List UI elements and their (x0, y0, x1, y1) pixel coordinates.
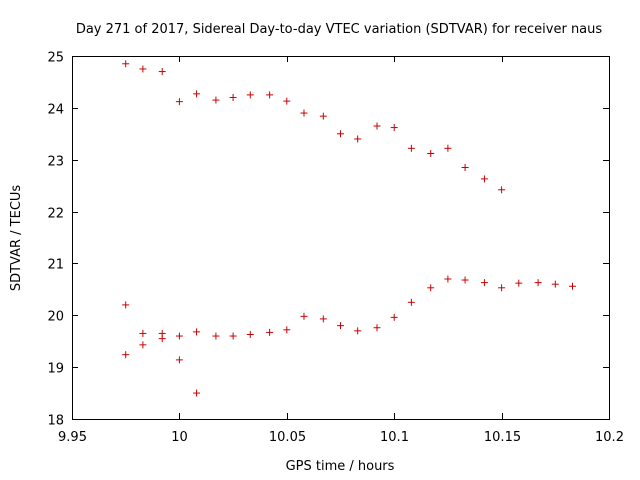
data-point (551, 280, 559, 288)
data-point (461, 276, 469, 284)
data-point (461, 163, 469, 171)
data-point (300, 109, 308, 117)
data-point (193, 90, 201, 98)
data-point (266, 328, 274, 336)
data-point (498, 186, 506, 194)
data-point (158, 335, 166, 343)
data-point (444, 275, 452, 283)
x-axis: 9.95 10 10.05 10.1 10.15 10.2 (58, 56, 624, 445)
y-tick-label: 18 (47, 414, 64, 429)
y-tick-label: 25 (47, 51, 64, 66)
data-point (139, 65, 147, 73)
data-point (480, 279, 488, 287)
y-tick-label: 22 (47, 207, 64, 222)
data-points (122, 60, 576, 397)
data-point (300, 312, 308, 320)
data-point (319, 315, 327, 323)
data-point (193, 389, 201, 397)
y-tick-label: 23 (47, 155, 64, 170)
data-point (175, 332, 183, 340)
data-point (444, 144, 452, 152)
y-tick-label: 24 (47, 103, 64, 118)
data-point (427, 149, 435, 157)
data-point (354, 135, 362, 143)
data-point (266, 91, 274, 99)
data-point (139, 329, 147, 337)
data-point (427, 284, 435, 292)
data-point (498, 284, 506, 292)
data-point (175, 98, 183, 106)
x-tick-label: 9.95 (58, 430, 87, 445)
data-point (407, 144, 415, 152)
data-point (158, 68, 166, 76)
x-tick-label: 10.1 (380, 430, 409, 445)
y-axis: 18 19 20 21 22 23 24 25 (47, 51, 609, 429)
plot-frame (72, 56, 610, 420)
data-point (337, 322, 344, 330)
data-point (283, 97, 291, 105)
data-point (212, 96, 220, 104)
data-point (246, 330, 254, 338)
data-point (337, 130, 344, 138)
data-point (390, 313, 398, 321)
y-tick-label: 21 (47, 258, 64, 273)
data-point (122, 351, 130, 359)
data-point (534, 279, 542, 287)
data-point (193, 328, 201, 336)
x-tick-label: 10.05 (269, 430, 306, 445)
data-point (407, 298, 415, 306)
data-point (229, 332, 237, 340)
data-point (212, 332, 220, 340)
data-point (283, 326, 291, 334)
x-tick-label: 10.2 (595, 430, 624, 445)
chart-title: Day 271 of 2017, Sidereal Day-to-day VTE… (76, 22, 603, 37)
data-point (139, 341, 147, 349)
data-point (122, 60, 130, 68)
data-point (246, 91, 254, 99)
data-point (390, 124, 398, 132)
data-point (568, 282, 576, 290)
x-tick-label: 10.15 (484, 430, 521, 445)
data-point (122, 301, 130, 309)
data-point (319, 112, 327, 120)
data-point (515, 279, 523, 287)
data-point (229, 93, 237, 101)
data-point (480, 175, 488, 183)
data-point (373, 324, 381, 332)
y-tick-label: 20 (47, 310, 64, 325)
data-point (175, 356, 183, 364)
y-axis-label: SDTVAR / TECUs (9, 185, 24, 292)
data-point (373, 122, 381, 130)
data-point (354, 327, 362, 335)
y-tick-label: 19 (47, 362, 64, 377)
x-tick-label: 10 (171, 430, 188, 445)
x-axis-label: GPS time / hours (286, 459, 395, 474)
